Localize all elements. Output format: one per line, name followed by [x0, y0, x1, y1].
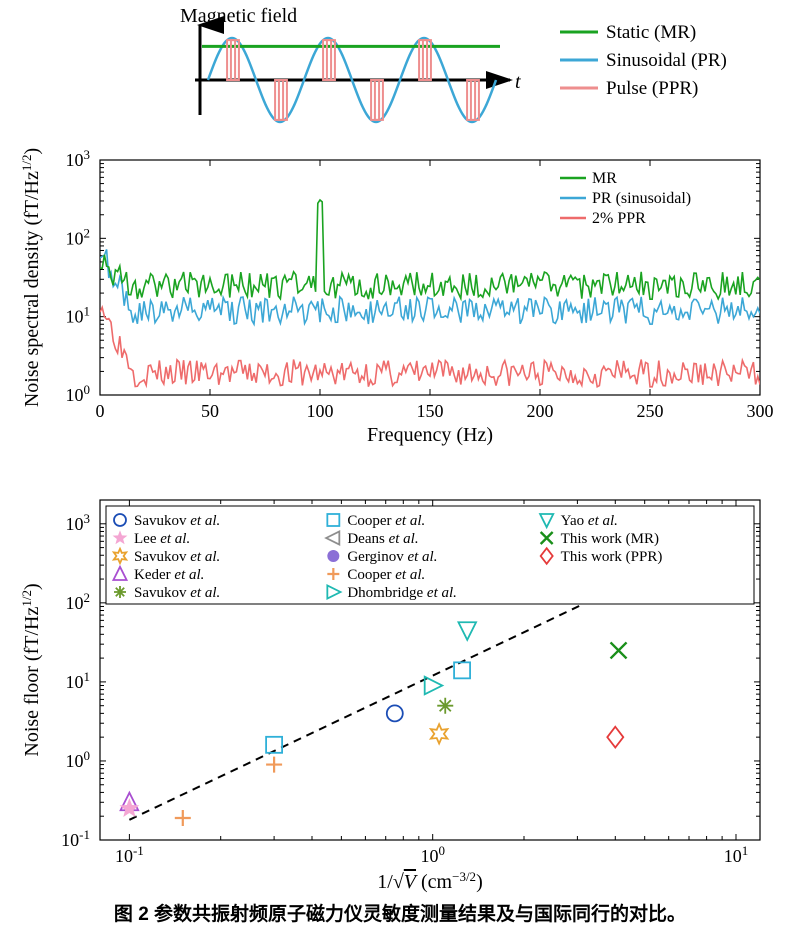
- svg-text:t: t: [515, 71, 521, 93]
- svg-text:Sinusoidal (PR): Sinusoidal (PR): [606, 50, 727, 71]
- svg-text:50: 50: [201, 401, 219, 421]
- svg-text:Deans et al.: Deans et al.: [347, 531, 418, 547]
- svg-text:102: 102: [66, 225, 91, 249]
- svg-text:Savukov et al.: Savukov et al.: [134, 549, 220, 565]
- caption-text: 图 2 参数共振射频原子磁力仪灵敏度测量结果及与国际同行的对比。: [114, 904, 686, 925]
- svg-text:10-1: 10-1: [115, 843, 144, 867]
- svg-text:Noise spectral density (fT/Hz1: Noise spectral density (fT/Hz1/2): [19, 148, 44, 407]
- svg-text:Magnetic field: Magnetic field: [180, 5, 297, 27]
- svg-text:1/√V (cm−3/2): 1/√V (cm−3/2): [377, 869, 482, 894]
- svg-text:MR: MR: [592, 170, 617, 187]
- svg-text:101: 101: [66, 668, 91, 692]
- svg-text:Cooper et al.: Cooper et al.: [347, 567, 425, 583]
- svg-text:PR (sinusoidal): PR (sinusoidal): [592, 190, 691, 207]
- svg-text:Static (MR): Static (MR): [606, 22, 696, 43]
- svg-text:103: 103: [66, 510, 91, 534]
- svg-text:101: 101: [724, 843, 749, 867]
- svg-text:Savukov et al.: Savukov et al.: [134, 513, 220, 529]
- svg-text:100: 100: [420, 843, 445, 867]
- svg-text:100: 100: [66, 747, 91, 771]
- svg-text:Keder et al.: Keder et al.: [134, 567, 204, 583]
- svg-text:103: 103: [66, 147, 91, 171]
- svg-text:Noise floor (fT/Hz1/2): Noise floor (fT/Hz1/2): [19, 583, 44, 756]
- svg-text:Dhombridge et al.: Dhombridge et al.: [347, 585, 457, 601]
- figure-svg: Magnetic field t Static (MR) Sinusoidal (PR…: [0, 0, 800, 900]
- figure-container: Magnetic field t Static (MR) Sinusoidal (PR…: [0, 0, 800, 938]
- svg-text:100: 100: [307, 401, 334, 421]
- svg-text:This work (PPR): This work (PPR): [561, 549, 663, 565]
- svg-text:150: 150: [417, 401, 444, 421]
- svg-text:This work (MR): This work (MR): [561, 531, 659, 547]
- svg-text:10-1: 10-1: [61, 827, 90, 851]
- svg-text:300: 300: [747, 401, 774, 421]
- svg-text:200: 200: [527, 401, 554, 421]
- svg-text:250: 250: [637, 401, 664, 421]
- svg-text:102: 102: [66, 589, 91, 613]
- svg-text:2% PPR: 2% PPR: [592, 210, 646, 227]
- svg-text:Pulse (PPR): Pulse (PPR): [606, 78, 698, 99]
- figure-caption: 图 2 参数共振射频原子磁力仪灵敏度测量结果及与国际同行的对比。: [0, 899, 800, 926]
- svg-text:0: 0: [96, 401, 105, 421]
- svg-text:Lee et al.: Lee et al.: [134, 531, 190, 547]
- svg-text:100: 100: [66, 382, 91, 406]
- svg-text:Frequency (Hz): Frequency (Hz): [367, 424, 493, 446]
- svg-text:101: 101: [66, 303, 91, 327]
- svg-text:Cooper et al.: Cooper et al.: [347, 513, 425, 529]
- svg-text:Gerginov et al.: Gerginov et al.: [347, 549, 437, 565]
- svg-text:Savukov et al.: Savukov et al.: [134, 585, 220, 601]
- svg-text:Yao et al.: Yao et al.: [561, 513, 618, 529]
